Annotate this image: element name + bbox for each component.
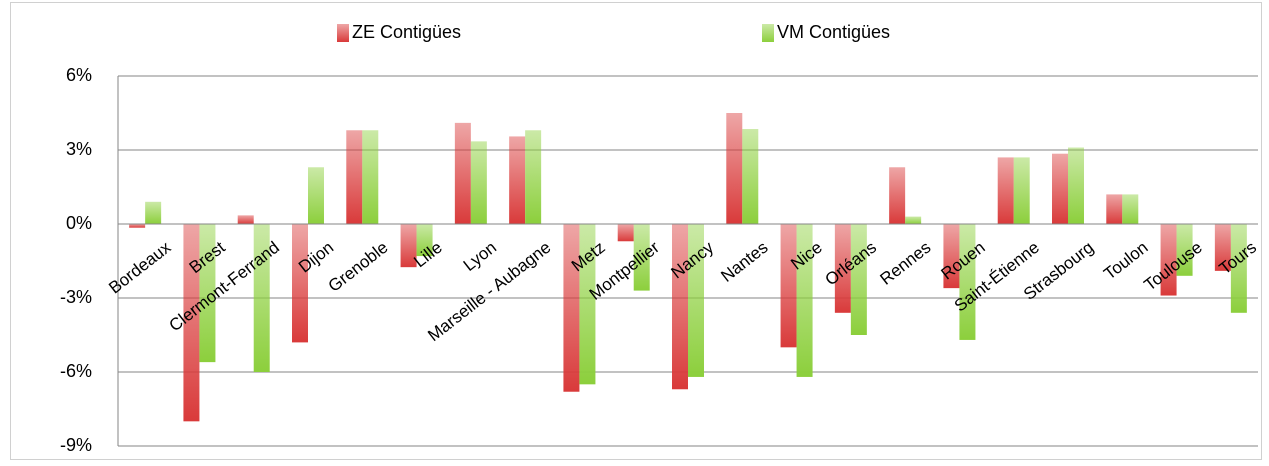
bar [742,129,759,224]
bar [454,122,471,224]
bar [617,224,634,242]
legend-swatch [337,24,349,42]
bar [1230,224,1247,313]
bar [292,224,308,343]
bar [997,157,1014,224]
y-tick-label: 0% [66,213,92,233]
bar [943,224,960,289]
bar [525,130,542,224]
bar [509,136,526,224]
bar [1122,194,1139,224]
bar [850,224,867,335]
bar [672,224,688,390]
bar [308,167,324,224]
bar [726,113,743,224]
bar [959,224,976,340]
bar [889,167,906,224]
bar [253,224,270,372]
bar [470,141,487,224]
bar [1176,224,1193,276]
bar [563,224,580,392]
y-tick-label: 6% [66,65,92,85]
bar [1214,224,1231,271]
bar [1160,224,1177,296]
y-tick-label: -6% [60,361,92,381]
bar [579,224,596,385]
legend-label: VM Contigües [777,22,890,42]
bar [1068,147,1084,224]
bar [796,224,813,377]
bar [834,224,851,313]
bar [1052,153,1068,224]
bar [905,216,922,224]
bar [199,224,216,363]
bar [1013,157,1030,224]
y-tick-label: -3% [60,287,92,307]
bar [633,224,650,291]
bar [237,215,254,224]
bar [688,224,704,377]
legend-label: ZE Contigües [352,22,461,42]
y-tick-label: -9% [60,435,92,455]
bar [416,224,433,257]
bar [1106,194,1123,224]
bar [145,201,162,224]
y-tick-label: 3% [66,139,92,159]
bar [346,130,363,224]
bar [362,130,379,224]
legend-swatch [762,24,774,42]
bar [183,224,200,422]
bar [400,224,417,268]
bar [780,224,797,348]
bar [129,224,146,228]
